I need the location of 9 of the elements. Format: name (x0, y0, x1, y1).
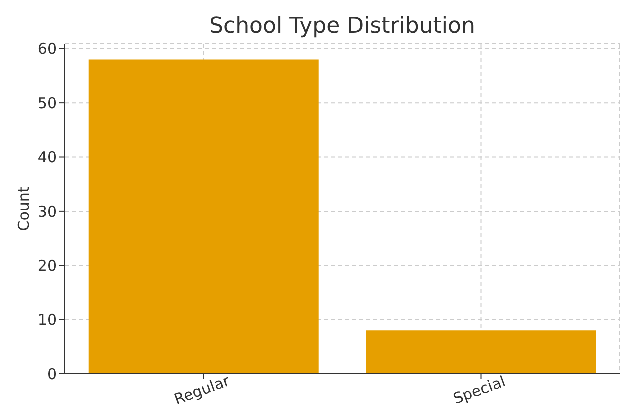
y-tick-label: 20 (38, 256, 57, 275)
y-tick-label: 0 (47, 365, 57, 384)
chart-title: School Type Distribution (208, 14, 476, 39)
y-axis-title: Count (15, 186, 33, 232)
y-tick-label: 10 (38, 311, 57, 330)
y-tick-label: 50 (38, 94, 57, 112)
y-tick-label: 30 (38, 202, 57, 221)
y-tick-label: 60 (38, 40, 57, 58)
y-tick-label: 40 (38, 148, 57, 167)
